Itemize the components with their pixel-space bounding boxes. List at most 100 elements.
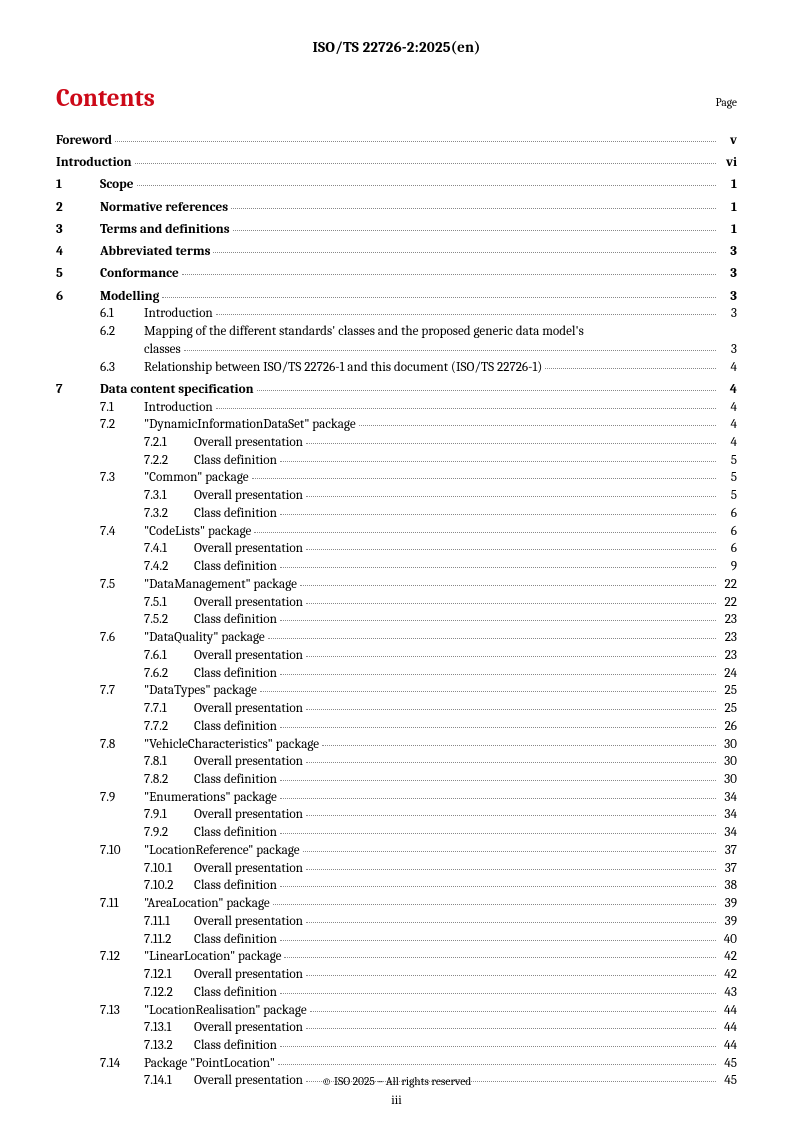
toc-number: 2 bbox=[56, 200, 100, 216]
toc-entry: 6.1Introduction3 bbox=[56, 306, 737, 322]
toc-label: Normative references bbox=[100, 200, 228, 216]
toc-label: classes bbox=[144, 342, 181, 358]
toc-label: Scope bbox=[100, 177, 134, 193]
toc-number: 7.9 bbox=[100, 790, 144, 806]
toc-page: 37 bbox=[719, 861, 737, 877]
toc-number: 3 bbox=[56, 222, 100, 238]
toc-label: Class definition bbox=[194, 666, 277, 682]
toc-entry: 7.13.2Class definition44 bbox=[56, 1038, 737, 1054]
toc-entry: 7.3.1Overall presentation5 bbox=[56, 488, 737, 504]
toc-label: Data content specification bbox=[100, 382, 254, 398]
table-of-contents: Forewordv Introduction vi 1 Scope 1 2Normative… bbox=[56, 133, 737, 1090]
toc-leader bbox=[280, 993, 716, 994]
toc-page: 37 bbox=[719, 843, 737, 859]
toc-number: 5 bbox=[56, 266, 100, 282]
toc-entry: 7.6"DataQuality" package23 bbox=[56, 630, 737, 646]
toc-leader bbox=[213, 252, 716, 253]
toc-leader bbox=[303, 851, 716, 852]
toc-label: Overall presentation bbox=[194, 701, 303, 717]
toc-number: 7.2 bbox=[100, 417, 144, 433]
toc-number: 7.8.1 bbox=[144, 754, 194, 770]
toc-leader bbox=[115, 141, 716, 142]
toc-entry: 7.8.1Overall presentation30 bbox=[56, 754, 737, 770]
toc-page: 30 bbox=[719, 737, 737, 753]
toc-page: 30 bbox=[719, 772, 737, 788]
toc-number: 7.12 bbox=[100, 949, 144, 965]
toc-label: Mapping of the different standards' clas… bbox=[144, 324, 702, 340]
document-header: ISO/TS 22726-2:2025(en) bbox=[56, 38, 737, 56]
toc-entry: 2Normative references1 bbox=[56, 200, 737, 216]
toc-leader bbox=[306, 869, 716, 870]
toc-label: Overall presentation bbox=[194, 967, 303, 983]
toc-label: Class definition bbox=[194, 985, 277, 1001]
toc-number: 7.2.1 bbox=[144, 435, 194, 451]
toc-label: Overall presentation bbox=[194, 914, 303, 930]
toc-number: 7.6.1 bbox=[144, 648, 194, 664]
toc-label: Modelling bbox=[100, 289, 159, 305]
toc-page: 3 bbox=[719, 244, 737, 260]
toc-leader bbox=[280, 727, 716, 728]
toc-number: 7.14 bbox=[100, 1056, 144, 1072]
toc-page: 3 bbox=[719, 342, 737, 358]
toc-leader bbox=[280, 780, 716, 781]
toc-entry: 7Data content specification4 bbox=[56, 382, 737, 398]
toc-number: 7.13.2 bbox=[144, 1038, 194, 1054]
toc-entry: 7.3"Common" package5 bbox=[56, 470, 737, 486]
toc-entry: 7.9"Enumerations" package34 bbox=[56, 790, 737, 806]
toc-page: 3 bbox=[719, 266, 737, 282]
toc-page: 6 bbox=[719, 541, 737, 557]
toc-leader bbox=[135, 163, 716, 164]
toc-label: "DynamicInformationDataSet" package bbox=[144, 417, 356, 433]
toc-number: 7.12.2 bbox=[144, 985, 194, 1001]
toc-leader bbox=[162, 297, 716, 298]
toc-leader bbox=[310, 1011, 716, 1012]
toc-entry: 7.4.2Class definition9 bbox=[56, 559, 737, 575]
toc-entry: 6.3Relationship between ISO/TS 22726-1 a… bbox=[56, 360, 737, 376]
toc-entry: 7.1Introduction4 bbox=[56, 400, 737, 416]
toc-entry: 7.5.2Class definition23 bbox=[56, 612, 737, 628]
toc-number: 7.11 bbox=[100, 896, 144, 912]
toc-page: 6 bbox=[719, 506, 737, 522]
toc-page: 4 bbox=[719, 417, 737, 433]
toc-label: Foreword bbox=[56, 133, 112, 149]
toc-label: Overall presentation bbox=[194, 754, 303, 770]
toc-label: Terms and definitions bbox=[100, 222, 230, 238]
toc-number: 7.2.2 bbox=[144, 453, 194, 469]
toc-entry: 7.8"VehicleCharacteristics" package30 bbox=[56, 737, 737, 753]
toc-entry: 7.2.2Class definition5 bbox=[56, 453, 737, 469]
toc-page: 6 bbox=[719, 524, 737, 540]
toc-leader bbox=[257, 390, 716, 391]
toc-entry: 7.6.1Overall presentation23 bbox=[56, 648, 737, 664]
toc-page: 1 bbox=[719, 177, 737, 193]
toc-number: 7.13.1 bbox=[144, 1020, 194, 1036]
toc-page: 5 bbox=[719, 488, 737, 504]
toc-leader bbox=[278, 1064, 716, 1065]
page: ISO/TS 22726-2:2025(en) Contents Page Fo… bbox=[0, 0, 793, 1122]
toc-number: 7.11.2 bbox=[144, 932, 194, 948]
toc-page: 23 bbox=[719, 612, 737, 628]
toc-page: 43 bbox=[719, 985, 737, 1001]
toc-page: 22 bbox=[719, 595, 737, 611]
toc-entry: 7.13.1Overall presentation44 bbox=[56, 1020, 737, 1036]
toc-number: 7.10 bbox=[100, 843, 144, 859]
toc-leader bbox=[545, 368, 716, 369]
toc-page: 26 bbox=[719, 719, 737, 735]
toc-leader bbox=[306, 709, 716, 710]
toc-leader bbox=[231, 208, 716, 209]
toc-label: Class definition bbox=[194, 612, 277, 628]
toc-label: Introduction bbox=[144, 306, 213, 322]
toc-page: 24 bbox=[719, 666, 737, 682]
toc-number: 7.3.2 bbox=[144, 506, 194, 522]
toc-entry: 4Abbreviated terms3 bbox=[56, 244, 737, 260]
toc-entry: 6Modelling3 bbox=[56, 289, 737, 305]
toc-page: vi bbox=[719, 155, 737, 171]
toc-entry: 7.2.1Overall presentation4 bbox=[56, 435, 737, 451]
toc-label: Class definition bbox=[194, 772, 277, 788]
toc-label: Overall presentation bbox=[194, 807, 303, 823]
toc-number: 6.1 bbox=[100, 306, 144, 322]
toc-leader bbox=[268, 638, 716, 639]
toc-entry: Forewordv bbox=[56, 133, 737, 149]
toc-number: 4 bbox=[56, 244, 100, 260]
toc-page: 1 bbox=[719, 222, 737, 238]
toc-label: Class definition bbox=[194, 453, 277, 469]
